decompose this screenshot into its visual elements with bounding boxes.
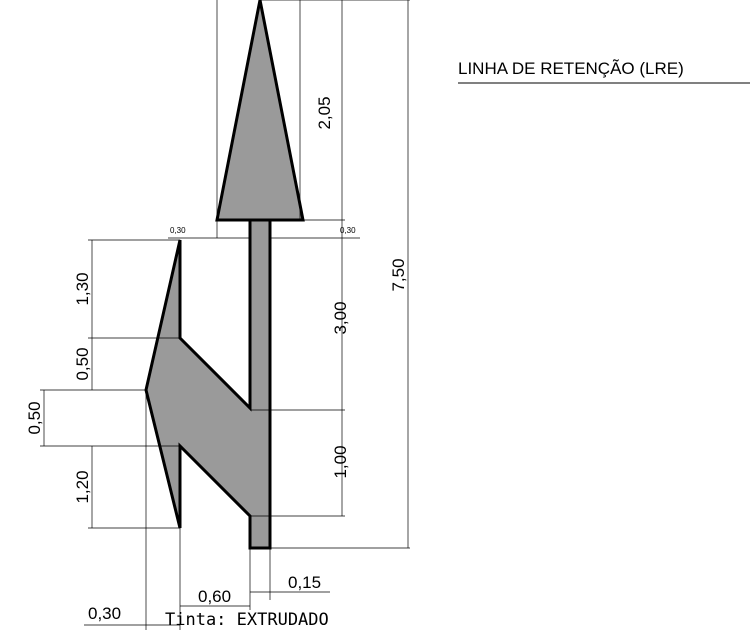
dim-label-0-15: 0,15 [288, 573, 321, 592]
dim-label-0-50-point: 0,50 [25, 401, 44, 434]
dim-label-1-00: 1,00 [331, 445, 350, 478]
dim-label-3-00: 3,00 [331, 301, 350, 334]
dim-label-2-05: 2,05 [315, 96, 334, 129]
dim-label-0-60: 0,60 [198, 587, 231, 606]
dim-label-stem-offset-right: 0,30 [340, 226, 356, 235]
arrow-stem-shape [144, 218, 272, 550]
paint-note: Tinta: EXTRUDADO [165, 610, 329, 630]
dim-label-stem-offset-left: 0,30 [170, 226, 186, 235]
dim-label-1-30: 1,30 [73, 272, 92, 305]
drawing-title: LINHA DE RETENÇÃO (LRE) [458, 59, 684, 78]
dim-label-1-20: 1,20 [73, 470, 92, 503]
dim-label-7-50: 7,50 [389, 258, 408, 291]
dim-label-0-30-bottom: 0,30 [88, 604, 121, 623]
dim-label-0-50-upper: 0,50 [73, 347, 92, 380]
arrow-head-shape [215, 0, 305, 222]
